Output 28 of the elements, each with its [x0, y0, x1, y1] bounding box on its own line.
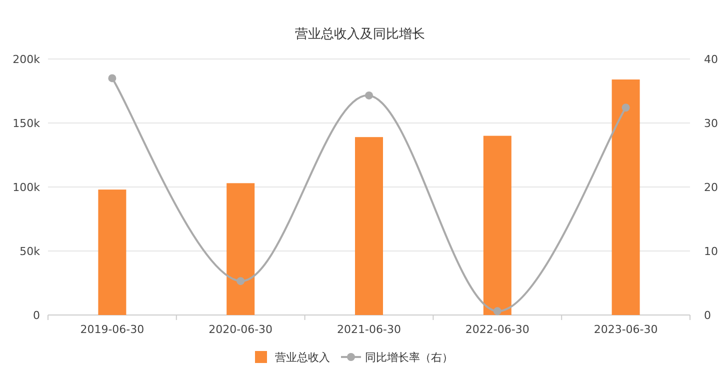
chart-title: 营业总收入及同比增长 [295, 27, 425, 42]
x-tick-label: 2023-06-30 [594, 323, 658, 336]
y2-tick-label: 30 [704, 117, 718, 130]
x-tick-label: 2021-06-30 [337, 323, 401, 336]
bar [483, 136, 512, 315]
point [236, 277, 245, 286]
y2-tick-label: 0 [704, 309, 711, 322]
bar [612, 79, 640, 315]
x-tick-label: 2019-06-30 [80, 323, 144, 336]
point [622, 104, 630, 112]
legend-label: 同比增长率（右） [365, 351, 453, 364]
bar [355, 137, 383, 315]
point [108, 74, 116, 82]
y-tick-label: 50k [20, 245, 41, 258]
y-tick-label: 100k [12, 181, 41, 194]
x-tick-label: 2020-06-30 [208, 323, 273, 336]
y2-tick-label: 40 [704, 53, 718, 66]
y2-tick-label: 20 [704, 181, 718, 194]
point [493, 307, 502, 316]
bar [98, 190, 126, 315]
y2-tick-label: 10 [704, 245, 718, 258]
y-tick-label: 200k [12, 53, 41, 66]
bar [226, 183, 255, 315]
x-tick-label: 2022-06-30 [465, 323, 530, 336]
y-tick-label: 150k [12, 117, 41, 130]
legend-label: 营业总收入 [275, 351, 330, 364]
y-tick-label: 0 [33, 309, 40, 322]
point [365, 91, 373, 100]
